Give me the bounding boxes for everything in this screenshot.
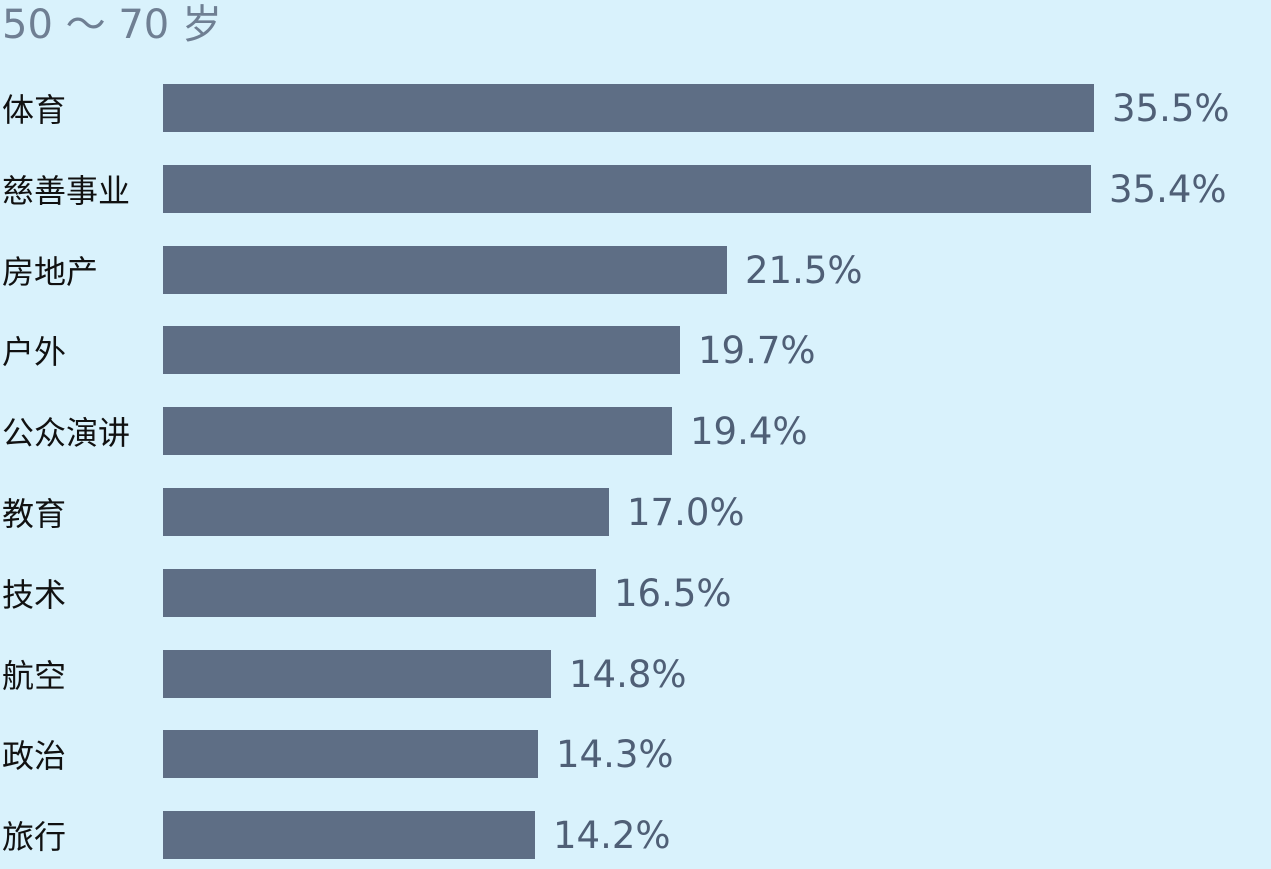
bar-row: 航空 14.8% bbox=[0, 650, 1271, 698]
bar-row: 教育 17.0% bbox=[0, 488, 1271, 536]
category-label: 房地产 bbox=[2, 253, 99, 291]
bar bbox=[163, 811, 535, 859]
bar bbox=[163, 569, 596, 617]
bar-row: 政治 14.3% bbox=[0, 730, 1271, 778]
bar-row: 旅行 14.2% bbox=[0, 811, 1271, 859]
bar-row: 公众演讲 19.4% bbox=[0, 407, 1271, 455]
bar-row: 户外 19.7% bbox=[0, 326, 1271, 374]
category-label: 旅行 bbox=[2, 818, 67, 856]
category-label: 公众演讲 bbox=[2, 414, 131, 452]
value-label: 35.4% bbox=[1109, 168, 1227, 211]
category-label: 教育 bbox=[2, 495, 67, 533]
value-label: 19.4% bbox=[690, 410, 808, 453]
bar-row: 慈善事业 35.4% bbox=[0, 165, 1271, 213]
bar bbox=[163, 650, 551, 698]
value-label: 16.5% bbox=[614, 572, 732, 615]
value-label: 17.0% bbox=[627, 491, 745, 534]
category-label: 户外 bbox=[2, 333, 67, 371]
value-label: 14.3% bbox=[556, 733, 674, 776]
category-label: 政治 bbox=[2, 737, 67, 775]
category-label: 航空 bbox=[2, 657, 67, 695]
bar bbox=[163, 488, 609, 536]
value-label: 35.5% bbox=[1112, 87, 1230, 130]
category-label: 体育 bbox=[2, 91, 67, 129]
value-label: 19.7% bbox=[698, 329, 816, 372]
bar bbox=[163, 326, 680, 374]
bar bbox=[163, 730, 538, 778]
chart-title: 50 ～ 70 岁 bbox=[2, 2, 222, 48]
bar bbox=[163, 246, 727, 294]
bar-row: 体育 35.5% bbox=[0, 84, 1271, 132]
bar bbox=[163, 84, 1094, 132]
category-label: 技术 bbox=[2, 576, 67, 614]
value-label: 21.5% bbox=[745, 249, 863, 292]
bar bbox=[163, 165, 1091, 213]
bar-row: 房地产 21.5% bbox=[0, 246, 1271, 294]
value-label: 14.8% bbox=[569, 653, 687, 696]
value-label: 14.2% bbox=[553, 814, 671, 857]
bar bbox=[163, 407, 672, 455]
category-label: 慈善事业 bbox=[2, 172, 131, 210]
bar-row: 技术 16.5% bbox=[0, 569, 1271, 617]
